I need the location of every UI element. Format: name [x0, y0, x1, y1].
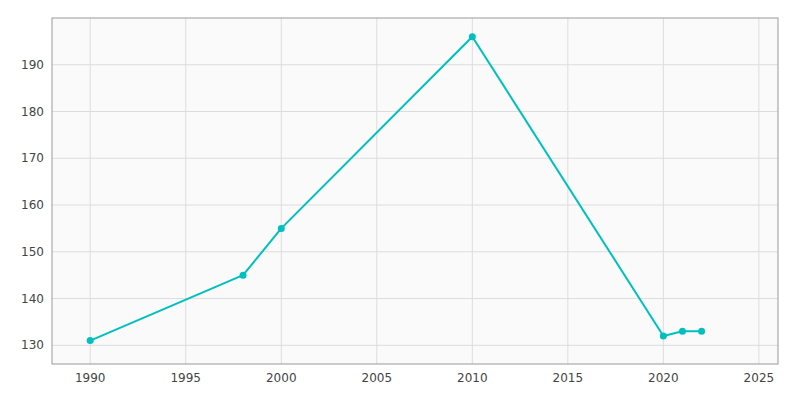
x-grid-line: [281, 18, 282, 364]
y-grid-line: [52, 64, 778, 65]
y-grid-line: [52, 205, 778, 206]
y-grid-line: [52, 158, 778, 159]
x-tick-label: 2005: [362, 371, 393, 385]
data-point: [87, 337, 94, 344]
x-tick-label: 1990: [75, 371, 106, 385]
x-grid-line: [185, 18, 186, 364]
x-grid-line: [472, 18, 473, 364]
y-tick-label: 180: [21, 105, 44, 119]
data-point: [278, 225, 285, 232]
x-grid-line: [90, 18, 91, 364]
x-grid-line: [758, 18, 759, 364]
data-line: [90, 37, 701, 341]
y-tick-label: 170: [21, 151, 44, 165]
y-tick-label: 160: [21, 198, 44, 212]
y-tick-label: 140: [21, 292, 44, 306]
y-grid-line: [52, 298, 778, 299]
data-point: [679, 328, 686, 335]
plot-frame: [52, 18, 778, 364]
x-tick-label: 2020: [648, 371, 679, 385]
tick-labels: 1990 1995 2000 2005 2010 2015 2020 2025 130 140 15…: [21, 58, 774, 385]
y-tick-label: 150: [21, 245, 44, 259]
x-tick-label: 2000: [266, 371, 297, 385]
x-tick-label: 2015: [553, 371, 584, 385]
data-point: [469, 33, 476, 40]
grid: [52, 18, 778, 364]
x-tick-label: 1995: [170, 371, 201, 385]
plot-background: [52, 18, 778, 364]
data-point: [698, 328, 705, 335]
y-grid-line: [52, 345, 778, 346]
x-grid-line: [376, 18, 377, 364]
x-grid-line: [567, 18, 568, 364]
data-point: [660, 332, 667, 339]
x-tick-label: 2010: [457, 371, 488, 385]
y-grid-line: [52, 111, 778, 112]
data-group: [87, 33, 705, 344]
y-tick-label: 130: [21, 338, 44, 352]
x-grid-line: [663, 18, 664, 364]
data-point: [240, 272, 247, 279]
y-grid-line: [52, 251, 778, 252]
x-tick-label: 2025: [744, 371, 775, 385]
y-tick-label: 190: [21, 58, 44, 72]
chart-container: 1990 1995 2000 2005 2010 2015 2020 2025 130 140 15…: [0, 0, 800, 400]
chart-svg: 1990 1995 2000 2005 2010 2015 2020 2025 130 140 15…: [0, 0, 800, 400]
